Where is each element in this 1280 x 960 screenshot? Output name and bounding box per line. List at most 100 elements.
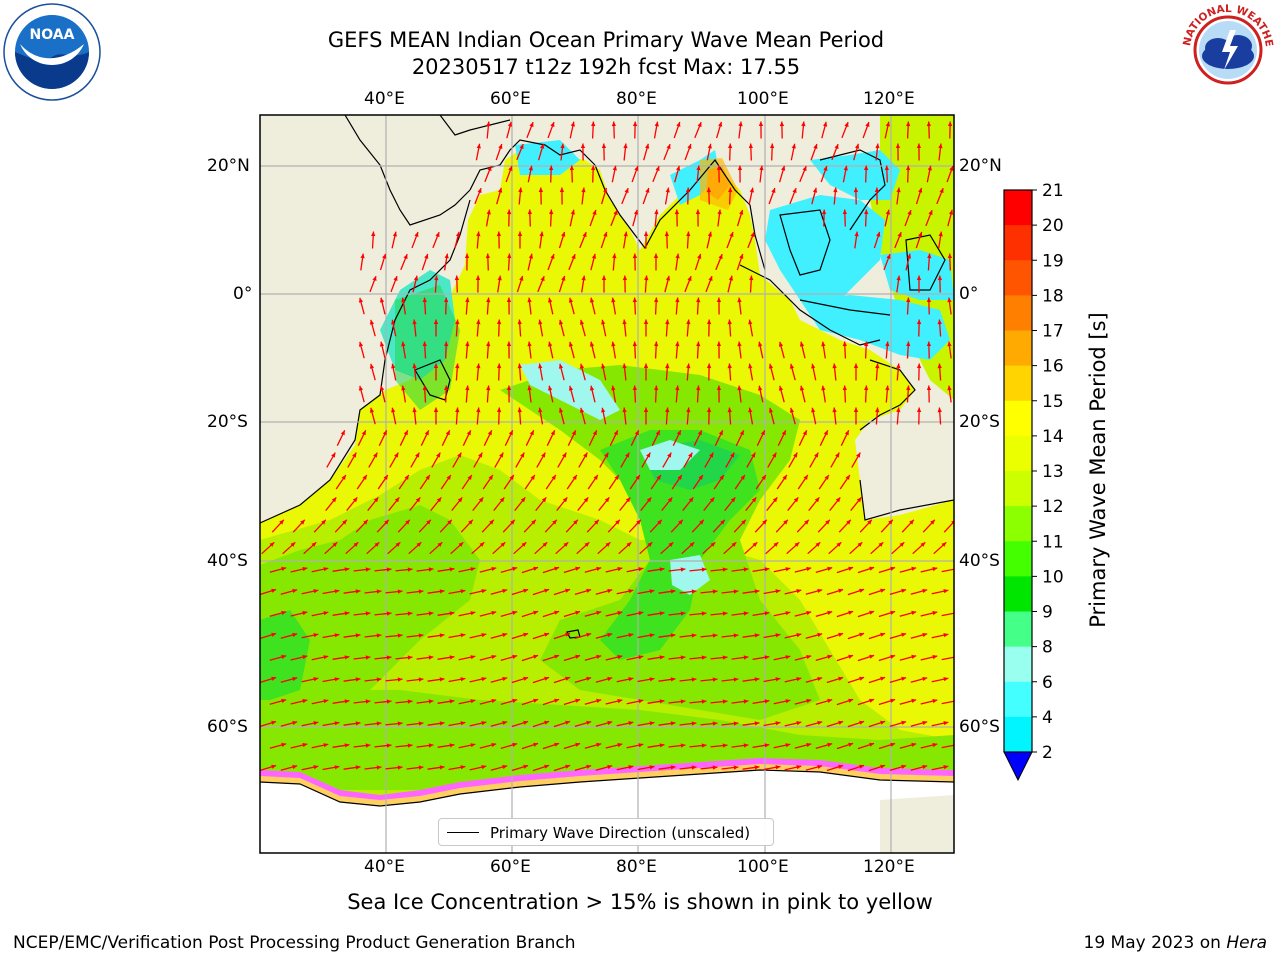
wave-direction-arrowhead bbox=[596, 566, 602, 571]
wave-direction-arrowhead bbox=[722, 655, 728, 660]
wave-direction-arrowhead bbox=[596, 654, 602, 659]
wave-direction-arrowhead bbox=[520, 452, 525, 458]
wave-direction-arrowhead bbox=[811, 363, 816, 369]
lon-label-bottom-120e: 120°E bbox=[863, 857, 915, 877]
wave-direction-arrowhead bbox=[856, 452, 861, 458]
wave-direction-arrowhead bbox=[701, 699, 707, 704]
wave-direction-arrowhead bbox=[654, 121, 659, 127]
wave-direction-arrowhead bbox=[947, 385, 952, 391]
wave-direction-arrowhead bbox=[498, 187, 503, 193]
wave-direction-arrowhead bbox=[302, 654, 308, 660]
wave-direction-arrowhead bbox=[386, 655, 392, 660]
wave-direction-arrowhead bbox=[373, 497, 379, 503]
wave-direction-arrowhead bbox=[846, 519, 851, 525]
wave-direction-arrowhead bbox=[926, 121, 931, 127]
wave-direction-arrowhead bbox=[635, 475, 640, 480]
wave-direction-arrowhead bbox=[727, 407, 732, 413]
wave-direction-arrowhead bbox=[668, 542, 674, 547]
wave-direction-arrowhead bbox=[675, 341, 680, 347]
wave-direction-arrowhead bbox=[604, 452, 609, 458]
wave-direction-arrowhead bbox=[454, 275, 460, 281]
legend-label: Primary Wave Direction (unscaled) bbox=[490, 824, 751, 842]
wave-direction-arrowhead bbox=[712, 677, 718, 682]
wave-direction-arrowhead bbox=[783, 519, 788, 525]
wave-direction-arrow bbox=[941, 568, 954, 573]
wave-direction-arrowhead bbox=[486, 121, 491, 127]
wave-direction-arrowhead bbox=[344, 567, 350, 572]
wave-direction-arrowhead bbox=[611, 297, 616, 303]
wave-direction-arrowhead bbox=[424, 253, 429, 259]
wave-direction-arrowhead bbox=[540, 276, 545, 282]
wave-direction-arrowhead bbox=[523, 764, 529, 769]
wave-direction-arrowhead bbox=[485, 253, 490, 259]
wave-direction-arrowhead bbox=[433, 363, 439, 368]
wave-direction-arrowhead bbox=[550, 122, 555, 127]
lat-label-right-0: 0° bbox=[959, 284, 979, 304]
wave-direction-arrowhead bbox=[418, 721, 424, 726]
wave-direction-arrowhead bbox=[759, 165, 764, 171]
colorbar-cell bbox=[1004, 260, 1032, 296]
colorbar-cell bbox=[1004, 611, 1032, 648]
wave-direction-arrowhead bbox=[827, 654, 833, 659]
wave-direction-arrowhead bbox=[712, 589, 718, 594]
colorbar-tick-label: 4 bbox=[1042, 708, 1053, 728]
wave-direction-arrowhead bbox=[271, 588, 277, 593]
colorbar-tick-label: 18 bbox=[1042, 286, 1064, 306]
wave-direction-arrowhead bbox=[701, 611, 707, 616]
wave-direction-arrowhead bbox=[686, 231, 691, 237]
wave-direction-arrowhead bbox=[781, 165, 786, 171]
wave-direction-arrowhead bbox=[401, 297, 406, 303]
wave-direction-arrowhead bbox=[549, 165, 554, 171]
wave-direction-arrowhead bbox=[911, 566, 917, 571]
wave-direction-arrowhead bbox=[730, 452, 735, 458]
wave-direction-arrowhead bbox=[478, 452, 483, 458]
wave-direction-arrowhead bbox=[604, 497, 610, 503]
wave-direction-arrowhead bbox=[785, 655, 791, 660]
wave-direction-arrowhead bbox=[527, 297, 532, 303]
wave-direction-arrowhead bbox=[789, 363, 795, 369]
lat-label-left-20n: 20°N bbox=[207, 156, 250, 176]
wave-direction-arrowhead bbox=[560, 143, 565, 149]
wave-direction-arrowhead bbox=[458, 542, 464, 547]
wave-direction-arrowhead bbox=[710, 542, 716, 547]
wave-direction-arrowhead bbox=[460, 633, 466, 638]
wave-direction-arrowhead bbox=[675, 297, 680, 303]
wave-direction-arrowhead bbox=[768, 363, 774, 369]
wave-direction-arrowhead bbox=[737, 165, 743, 170]
wave-direction-arrowhead bbox=[943, 589, 949, 594]
wave-direction-arrowhead bbox=[838, 676, 844, 681]
wave-direction-arrowhead bbox=[386, 699, 392, 704]
wave-direction-arrowhead bbox=[496, 319, 502, 325]
wave-direction-arrowhead bbox=[888, 519, 893, 525]
wave-direction-arrowhead bbox=[407, 655, 413, 660]
wave-direction-arrowhead bbox=[569, 165, 574, 171]
wave-direction-arrowhead bbox=[848, 698, 854, 703]
wave-direction-arrowhead bbox=[313, 765, 319, 770]
wave-direction-arrowhead bbox=[854, 231, 859, 237]
wave-direction-arrowhead bbox=[302, 698, 308, 704]
wave-direction-arrowhead bbox=[397, 633, 403, 638]
wave-direction-arrowhead bbox=[864, 209, 869, 215]
wave-direction-arrowhead bbox=[815, 542, 821, 547]
wave-direction-arrowhead bbox=[947, 253, 953, 259]
wave-direction-arrowhead bbox=[775, 589, 781, 594]
wave-direction-arrowhead bbox=[853, 187, 859, 193]
wave-direction-arrowhead bbox=[638, 743, 644, 748]
wave-direction-arrowhead bbox=[403, 254, 408, 260]
wave-direction-arrowhead bbox=[712, 765, 718, 770]
wave-direction-arrowhead bbox=[353, 542, 359, 547]
wave-direction-arrowhead bbox=[352, 452, 357, 458]
wave-direction-arrowhead bbox=[906, 165, 911, 171]
wave-direction-arrowhead bbox=[654, 341, 659, 347]
wave-direction-arrowhead bbox=[901, 720, 907, 725]
wave-direction-arrowhead bbox=[519, 275, 524, 281]
wave-direction-arrowhead bbox=[612, 253, 617, 259]
lon-label-top-40e: 40°E bbox=[364, 89, 405, 109]
wave-direction-arrowhead bbox=[947, 121, 953, 127]
wave-direction-arrowhead bbox=[321, 519, 326, 525]
wave-direction-arrowhead bbox=[407, 611, 413, 616]
wave-direction-arrowhead bbox=[885, 209, 890, 215]
wave-direction-arrowhead bbox=[749, 275, 754, 281]
wave-direction-arrowhead bbox=[464, 253, 470, 258]
wave-direction-arrowhead bbox=[896, 275, 901, 281]
